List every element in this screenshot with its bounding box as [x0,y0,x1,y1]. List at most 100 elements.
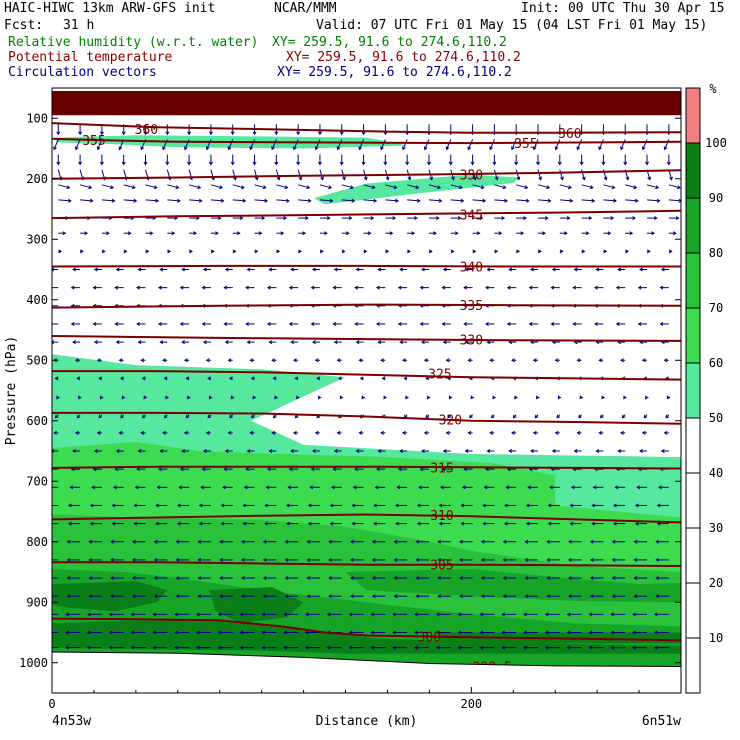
wind-vector-head [333,449,338,453]
theta-label: 355 [82,134,105,149]
wind-vector-head [288,467,293,472]
wind-vector-head [415,576,420,581]
wind-vector [80,199,93,202]
wind-vector-head [56,395,60,400]
wind-vector-head [467,430,472,435]
wind-vector-head [76,376,81,381]
wind-vector-head [392,612,397,617]
wind-vector-head [442,267,447,272]
rh-region-90 [52,581,168,612]
wind-vector-head [425,376,430,381]
wind-vector-head [254,249,259,254]
wind-vector-head [165,131,170,136]
wind-vector-head [568,594,572,599]
wind-vector-head [546,557,551,562]
wind-vector-head [272,414,277,419]
wind-vector-head [363,176,368,181]
wind-vector-head [603,249,608,254]
wind-vector-head [551,449,556,453]
wind-vector-head [557,161,562,166]
wind-vector-head [110,185,115,190]
wind-vector-head [271,146,275,151]
theta-contour-340 [52,264,681,268]
wind-vector-head [224,267,229,272]
wind-vector-head [666,161,671,166]
wind-vector-head [351,503,356,508]
wind-vector-head [566,645,571,650]
wind-vector-head [613,521,617,526]
wind-vector-head [152,612,157,617]
wind-vector-head [373,521,377,526]
wind-vector-head [415,557,420,562]
rh-region-90 [209,587,304,624]
wind-vector-head [198,503,203,508]
wind-vector-head [239,630,244,635]
rh-field-label: Relative humidity (w.r.t. water) [8,35,259,50]
wind-vector-head [511,146,515,151]
wind-vector-head [563,231,568,236]
wind-vector-head [67,503,72,508]
wind-vector-head [447,414,452,419]
wind-vector-head [271,430,275,435]
wind-vector-head [108,612,113,617]
wind-vector-head [479,630,484,635]
wind-vector-head [459,594,463,599]
wind-vector-head [133,198,138,203]
wind-vector-head [480,594,485,599]
wind-vector-head [395,503,399,508]
theta-contour-360 [52,122,681,134]
wind-vector-head [389,231,394,236]
wind-vector-head [261,630,266,635]
wind-vector-head [506,285,511,290]
theta-contour-310 [52,513,681,524]
wind-vector-head [309,485,313,490]
wind-vector [402,139,408,150]
wind-vector-head [333,267,338,272]
wind-vector-head [298,249,302,254]
wind-vector-head [354,321,358,326]
wind-vector-head [594,321,598,326]
wind-vector-head [524,185,529,190]
wind-vector-head [195,612,200,617]
wind-vector-head [86,630,91,635]
wind-vector-head [530,267,534,272]
wind-vector [232,184,245,189]
wind-vector-head [96,358,101,363]
wind-vector-head [639,449,643,453]
wind-vector-head [149,231,154,236]
wind-vector-head [285,503,290,508]
wind-vector-head [352,485,357,490]
wind-vector-head [502,594,507,599]
y-tick-label: 1000 [19,656,48,670]
wind-vector-head [261,612,266,617]
wind-vector-head [348,645,353,650]
wind-vector-head [438,503,443,508]
wind-vector-head [52,449,55,453]
wind-vector-head [56,161,61,166]
wind-vector-head [157,467,162,472]
wind-vector-head [159,267,164,272]
wind-vector-head [130,612,135,617]
wind-vector [446,139,452,150]
wind-vector-head [106,231,110,236]
wind-vector-head [140,430,145,435]
wind-vector-head [47,522,50,525]
wind-vector-head [252,131,257,136]
wind-vector-head [506,321,511,326]
wind-vector-head [284,594,289,599]
wind-vector-head [294,414,299,419]
wind-vector [472,184,484,189]
wind-vector-head [603,176,608,181]
wind-vector-head [153,594,158,599]
wind-vector-head [383,131,388,136]
wind-vector-head [65,645,69,650]
wind-vector-head [524,539,529,544]
wind-vector [472,199,486,202]
wind-vector-head [551,267,556,272]
wind-vector-head [437,576,442,581]
y-tick-label: 400 [26,293,48,307]
wind-vector [341,184,354,189]
wind-vector-head [197,557,202,562]
wind-vector-head [523,630,527,635]
wind-vector-head [645,395,649,400]
